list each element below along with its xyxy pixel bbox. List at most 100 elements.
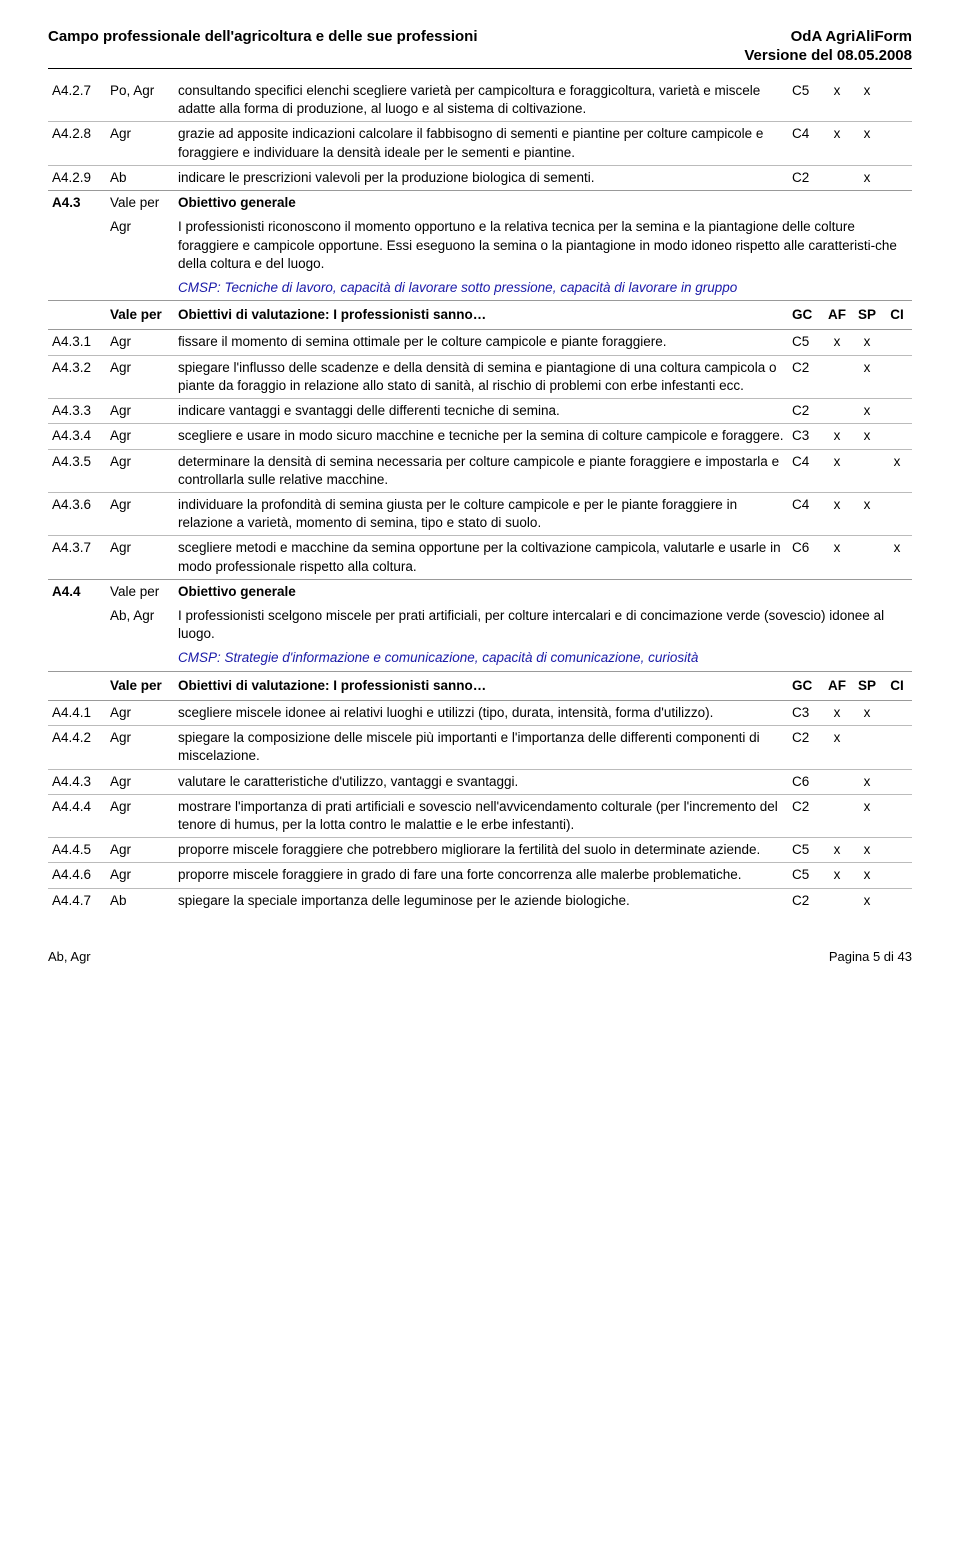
table-row: A4.3.2Agrspiegare l'influsso delle scade… bbox=[48, 355, 912, 398]
section-a43: A4.3 Vale per Obiettivo generale Agr I p… bbox=[48, 191, 912, 330]
section-vale-label: Vale per bbox=[106, 579, 174, 604]
header-left: Campo professionale dell'agricoltura e d… bbox=[48, 28, 478, 45]
row-gc: C2 bbox=[788, 399, 822, 424]
row-af bbox=[822, 769, 852, 794]
row-desc: fissare il momento di semina ottimale pe… bbox=[174, 330, 788, 355]
row-id: A4.3.1 bbox=[48, 330, 106, 355]
row-sp: x bbox=[852, 122, 882, 165]
row-id: A4.3.6 bbox=[48, 492, 106, 535]
row-ci bbox=[882, 79, 912, 122]
row-desc: scegliere miscele idonee ai relativi luo… bbox=[174, 700, 788, 725]
header-sub: Versione del 08.05.2008 bbox=[48, 47, 912, 64]
table-row: A4.2.9Abindicare le prescrizioni valevol… bbox=[48, 165, 912, 190]
footer: Ab, Agr Pagina 5 di 43 bbox=[48, 943, 912, 964]
row-id: A4.3.5 bbox=[48, 449, 106, 492]
row-vale: Agr bbox=[106, 769, 174, 794]
row-gc: C4 bbox=[788, 449, 822, 492]
eval-vale: Vale per bbox=[106, 671, 174, 700]
row-gc: C6 bbox=[788, 536, 822, 579]
row-gc: C5 bbox=[788, 838, 822, 863]
row-sp: x bbox=[852, 838, 882, 863]
rows-group-2: A4.3.1Agrfissare il momento di semina ot… bbox=[48, 330, 912, 579]
row-af: x bbox=[822, 122, 852, 165]
row-vale: Agr bbox=[106, 536, 174, 579]
row-id: A4.2.9 bbox=[48, 165, 106, 190]
row-ci bbox=[882, 769, 912, 794]
row-af: x bbox=[822, 79, 852, 122]
row-gc: C6 bbox=[788, 769, 822, 794]
footer-left: Ab, Agr bbox=[48, 949, 91, 964]
row-af: x bbox=[822, 536, 852, 579]
eval-header: Vale per Obiettivi di valutazione: I pro… bbox=[48, 671, 912, 700]
row-id: A4.3.3 bbox=[48, 399, 106, 424]
row-desc: grazie ad apposite indicazioni calcolare… bbox=[174, 122, 788, 165]
row-sp bbox=[852, 449, 882, 492]
row-id: A4.4.3 bbox=[48, 769, 106, 794]
section-vale-label: Vale per bbox=[106, 191, 174, 216]
row-desc: mostrare l'importanza di prati artificia… bbox=[174, 794, 788, 837]
row-af bbox=[822, 165, 852, 190]
row-ci bbox=[882, 838, 912, 863]
row-gc: C2 bbox=[788, 165, 822, 190]
row-ci bbox=[882, 726, 912, 769]
row-af bbox=[822, 794, 852, 837]
row-id: A4.2.7 bbox=[48, 79, 106, 122]
row-sp: x bbox=[852, 492, 882, 535]
table-row: A4.4.4Agrmostrare l'importanza di prati … bbox=[48, 794, 912, 837]
row-id: A4.4.4 bbox=[48, 794, 106, 837]
row-desc: indicare le prescrizioni valevoli per la… bbox=[174, 165, 788, 190]
rows-group-1: A4.2.7Po, Agrconsultando specifici elenc… bbox=[48, 79, 912, 191]
row-af: x bbox=[822, 863, 852, 888]
row-desc: individuare la profondità di semina gius… bbox=[174, 492, 788, 535]
row-ci bbox=[882, 165, 912, 190]
row-sp: x bbox=[852, 399, 882, 424]
table-row: A4.2.7Po, Agrconsultando specifici elenc… bbox=[48, 79, 912, 122]
row-desc: determinare la densità di semina necessa… bbox=[174, 449, 788, 492]
header-rule bbox=[48, 68, 912, 69]
table-row: A4.3.5Agrdeterminare la densità di semin… bbox=[48, 449, 912, 492]
row-id: A4.4.7 bbox=[48, 888, 106, 913]
row-desc: scegliere e usare in modo sicuro macchin… bbox=[174, 424, 788, 449]
table-row: A4.2.8Agrgrazie ad apposite indicazioni … bbox=[48, 122, 912, 165]
row-desc: proporre miscele foraggiere in grado di … bbox=[174, 863, 788, 888]
row-desc: scegliere metodi e macchine da semina op… bbox=[174, 536, 788, 579]
row-af: x bbox=[822, 449, 852, 492]
row-af: x bbox=[822, 726, 852, 769]
eval-ci: CI bbox=[882, 671, 912, 700]
row-ci bbox=[882, 863, 912, 888]
row-gc: C2 bbox=[788, 355, 822, 398]
row-desc: valutare le caratteristiche d'utilizzo, … bbox=[174, 769, 788, 794]
row-id: A4.4.5 bbox=[48, 838, 106, 863]
row-vale: Agr bbox=[106, 330, 174, 355]
row-id: A4.3.7 bbox=[48, 536, 106, 579]
section-id: A4.4 bbox=[48, 579, 106, 604]
table-row: A4.3.7Agrscegliere metodi e macchine da … bbox=[48, 536, 912, 579]
row-id: A4.3.2 bbox=[48, 355, 106, 398]
row-ci bbox=[882, 355, 912, 398]
row-vale: Agr bbox=[106, 424, 174, 449]
row-vale: Ab bbox=[106, 888, 174, 913]
section-a44: A4.4 Vale per Obiettivo generale Ab, Agr… bbox=[48, 579, 912, 700]
row-desc: indicare vantaggi e svantaggi delle diff… bbox=[174, 399, 788, 424]
row-af: x bbox=[822, 838, 852, 863]
row-ci bbox=[882, 399, 912, 424]
row-vale: Ab bbox=[106, 165, 174, 190]
row-gc: C3 bbox=[788, 700, 822, 725]
row-gc: C2 bbox=[788, 888, 822, 913]
row-gc: C5 bbox=[788, 79, 822, 122]
row-af bbox=[822, 888, 852, 913]
section-cmsp: CMSP: Tecniche di lavoro, capacità di la… bbox=[174, 276, 912, 301]
row-vale: Agr bbox=[106, 122, 174, 165]
row-ci bbox=[882, 330, 912, 355]
table-row: A4.4.2Agrspiegare la composizione delle … bbox=[48, 726, 912, 769]
table-row: A4.3.1Agrfissare il momento di semina ot… bbox=[48, 330, 912, 355]
row-gc: C2 bbox=[788, 794, 822, 837]
row-desc: spiegare l'influsso delle scadenze e del… bbox=[174, 355, 788, 398]
row-ci bbox=[882, 700, 912, 725]
row-vale: Agr bbox=[106, 726, 174, 769]
row-sp: x bbox=[852, 863, 882, 888]
table-row: A4.3.3Agrindicare vantaggi e svantaggi d… bbox=[48, 399, 912, 424]
row-vale: Agr bbox=[106, 492, 174, 535]
row-sp: x bbox=[852, 769, 882, 794]
row-desc: proporre miscele foraggiere che potrebbe… bbox=[174, 838, 788, 863]
